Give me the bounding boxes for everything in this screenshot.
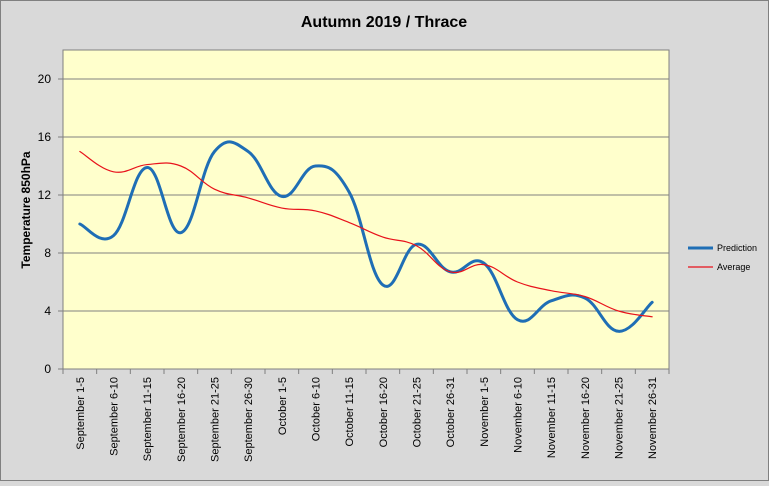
- x-tick-label: October 6-10: [311, 377, 323, 441]
- x-tick-label: October 26-31: [445, 377, 457, 447]
- plot-area: [62, 49, 670, 370]
- legend-label-prediction: Prediction: [717, 243, 757, 253]
- x-tick-label: September 16-20: [176, 377, 188, 462]
- x-tick-label: October 16-20: [378, 377, 390, 447]
- y-tick-label: 0: [44, 362, 51, 376]
- x-tick-label: October 21-25: [412, 377, 424, 447]
- x-tick-label: September 26-30: [243, 377, 255, 462]
- y-tick-label: 20: [38, 72, 52, 86]
- y-tick-label: 8: [44, 246, 51, 260]
- x-tick-label: November 21-25: [614, 377, 626, 459]
- x-tick-label: November 6-10: [513, 377, 525, 453]
- y-axis-label: Temperature 850hPa: [19, 151, 33, 268]
- x-tick-label: September 1-5: [75, 377, 87, 450]
- y-tick-label: 12: [38, 188, 52, 202]
- series-lines: [78, 140, 654, 333]
- x-tick-label: November 16-20: [580, 377, 592, 459]
- x-tick-label: September 6-10: [109, 377, 121, 456]
- x-tick-label: October 11-15: [344, 377, 356, 447]
- x-tick-label: November 1-5: [479, 377, 491, 447]
- x-axis: September 1-5 September 6-10 September 11-…: [62, 369, 670, 462]
- y-tick-label: 16: [38, 130, 52, 144]
- y-axis: 0 4 8 12 16 20: [38, 72, 63, 376]
- x-tick-label: November 11-15: [546, 377, 558, 458]
- x-tick-label: September 21-25: [210, 377, 222, 462]
- series-line-average: [79, 150, 653, 318]
- legend-label-average: Average: [717, 262, 750, 272]
- chart-title: Autumn 2019 / Thrace: [301, 14, 467, 31]
- x-tick-label: October 1-5: [277, 377, 289, 435]
- y-tick-label: 4: [44, 304, 51, 318]
- legend: Prediction Average: [688, 243, 757, 272]
- grid-lines: [63, 78, 669, 312]
- series-line-prediction: [78, 140, 654, 333]
- x-tick-label: November 26-31: [647, 377, 659, 459]
- x-tick-label: September 11-15: [142, 377, 154, 461]
